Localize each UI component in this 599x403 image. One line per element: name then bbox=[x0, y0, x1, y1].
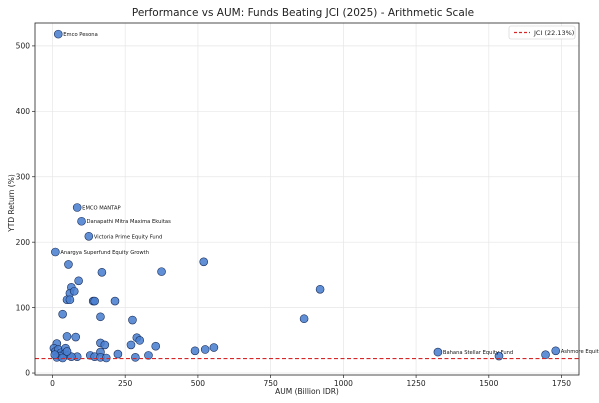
fund-point bbox=[62, 332, 72, 341]
point-annotation: Victoria Prime Equity Fund bbox=[94, 234, 162, 240]
fund-point bbox=[299, 314, 309, 324]
x-axis-label: AUM (Billion IDR) bbox=[275, 387, 339, 396]
point-annotation: EMCO MANTAP bbox=[82, 206, 120, 212]
fund-point bbox=[77, 216, 86, 226]
fund-point bbox=[315, 284, 325, 294]
fund-point bbox=[551, 346, 561, 356]
fund-point bbox=[131, 353, 140, 362]
fund-point bbox=[190, 346, 200, 356]
fund-point bbox=[53, 29, 63, 39]
x-tick-label: 1000 bbox=[334, 379, 353, 388]
x-tick-label: 1750 bbox=[552, 379, 571, 388]
y-tick-label: 300 bbox=[16, 172, 31, 181]
legend-box bbox=[508, 25, 576, 40]
grid bbox=[35, 23, 579, 375]
point-annotation: Danapathi Mitra Maxima Ekuitas bbox=[87, 219, 172, 225]
fund-point bbox=[50, 350, 60, 360]
chart-title: Performance vs AUM: Funds Beating JCI (2… bbox=[132, 7, 474, 19]
fund-point bbox=[200, 345, 210, 354]
fund-point bbox=[144, 351, 153, 360]
legend-jci-label: JCI (22.13%) bbox=[533, 29, 574, 37]
fund-point bbox=[151, 341, 161, 351]
fund-point bbox=[58, 309, 67, 319]
fund-point bbox=[113, 349, 123, 359]
fund-point bbox=[126, 340, 136, 350]
tick-labels: 0 250 500 750 1000 1250 1500 1750 0 100 200 300 400 5… bbox=[16, 42, 572, 388]
y-tick-label: 100 bbox=[16, 303, 31, 312]
fund-point bbox=[90, 296, 99, 306]
point-annotations: Emco Pesona EMCO MANTAP Danapathi Mitra Ma… bbox=[60, 32, 599, 356]
fund-point bbox=[135, 336, 145, 345]
fund-point bbox=[64, 260, 73, 269]
fund-point bbox=[71, 332, 81, 342]
fund-point bbox=[97, 267, 107, 277]
point-annotation: Emco Pesona bbox=[63, 32, 97, 38]
point-annotation: Bahana Stellar Equity Fund bbox=[443, 350, 513, 356]
fund-point bbox=[69, 286, 79, 296]
x-tick-label: 750 bbox=[263, 379, 278, 388]
y-axis-label: YTD Return (%) bbox=[7, 174, 16, 233]
point-annotation: Anargya Superfund Equity Growth bbox=[60, 250, 149, 256]
x-tick-label: 1250 bbox=[407, 379, 426, 388]
y-tick-label: 500 bbox=[16, 42, 31, 51]
y-tick-label: 200 bbox=[16, 238, 31, 247]
y-tick-label: 0 bbox=[25, 369, 30, 378]
point-annotation: Ashmore Equity Prime Fund bbox=[561, 349, 599, 355]
fund-point bbox=[58, 353, 67, 363]
x-tick-label: 0 bbox=[50, 379, 55, 388]
x-tick-label: 1500 bbox=[479, 379, 498, 388]
fund-point bbox=[157, 267, 166, 276]
fund-point bbox=[74, 276, 83, 286]
fund-point bbox=[51, 247, 60, 257]
data-points bbox=[49, 29, 561, 363]
fund-point bbox=[209, 343, 219, 352]
fund-point bbox=[65, 295, 75, 305]
fund-point bbox=[541, 350, 550, 360]
plot-frame bbox=[34, 22, 580, 376]
fund-point bbox=[128, 315, 137, 325]
legend: JCI (22.13%) bbox=[508, 25, 576, 40]
y-tick-label: 400 bbox=[16, 107, 31, 116]
x-tick-label: 500 bbox=[191, 379, 206, 388]
fund-point bbox=[110, 296, 120, 306]
x-tick-label: 250 bbox=[118, 379, 133, 388]
fund-point bbox=[101, 353, 111, 363]
fund-point bbox=[62, 347, 72, 356]
fund-point bbox=[199, 257, 209, 267]
fund-point bbox=[96, 312, 105, 322]
fund-point bbox=[100, 340, 110, 350]
fund-point bbox=[72, 203, 82, 212]
fund-point bbox=[433, 347, 443, 357]
fund-point bbox=[84, 231, 94, 241]
